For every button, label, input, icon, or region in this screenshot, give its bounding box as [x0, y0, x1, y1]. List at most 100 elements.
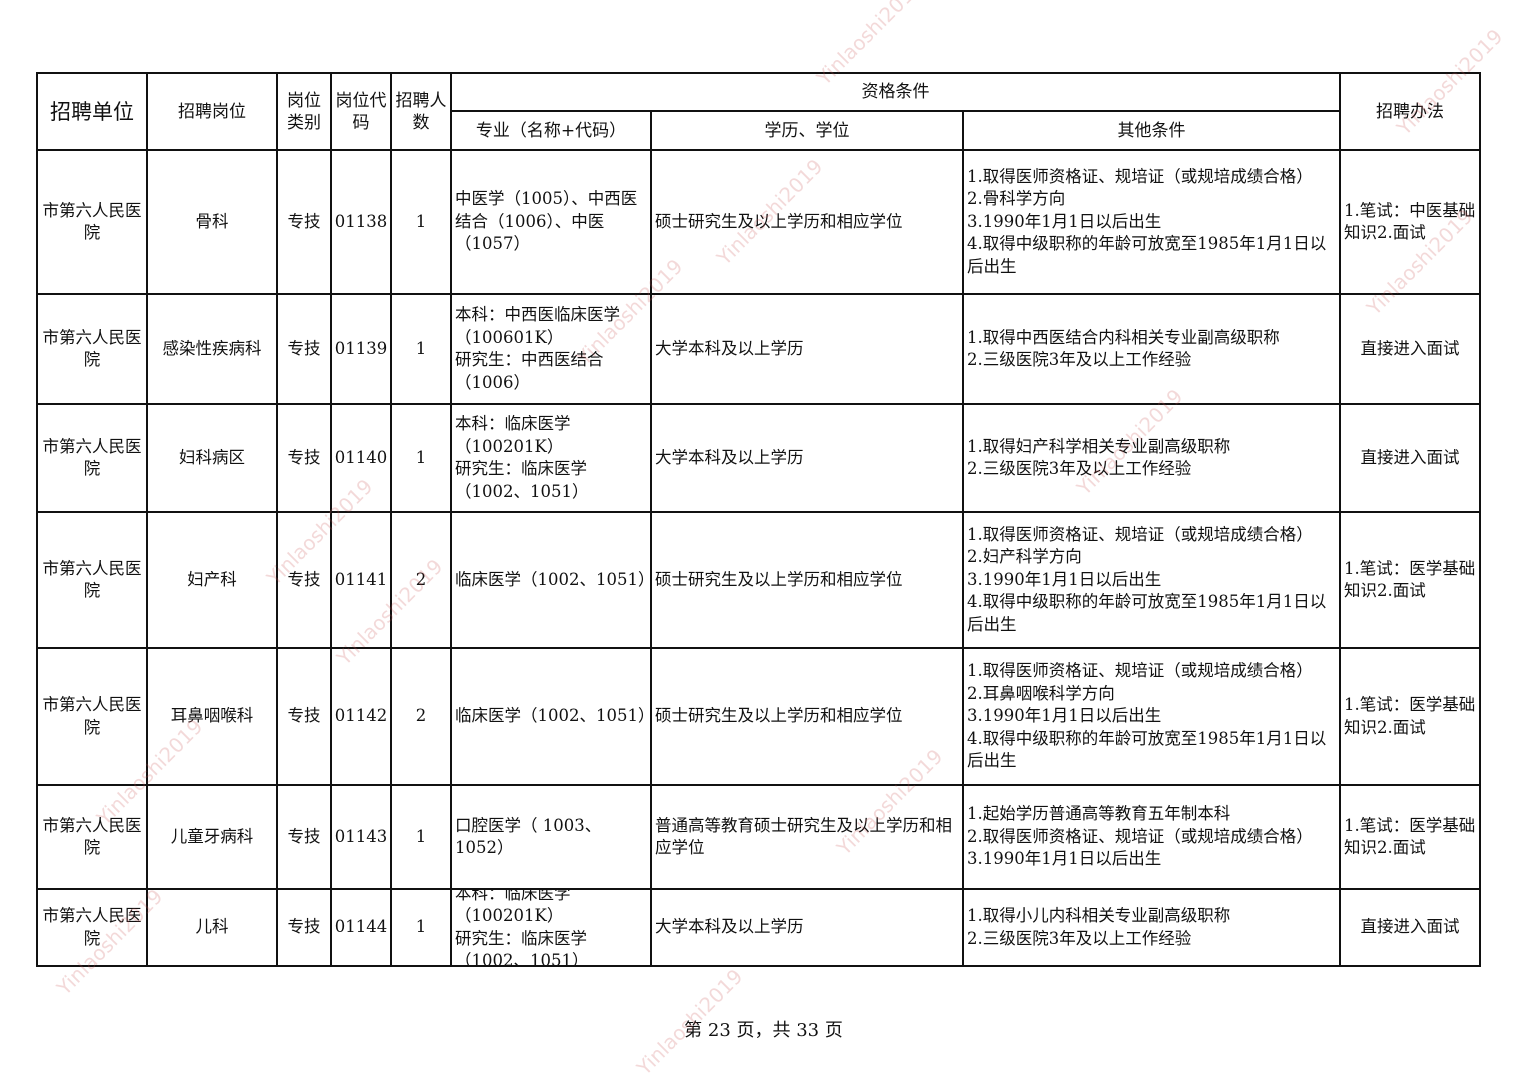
cell-content: 直接进入面试: [1360, 338, 1460, 358]
cell-box: 大学本科及以上学历: [655, 295, 959, 403]
cell-content: 1.取得妇产科学相关专业副高级职称 2.三级医院3年及以上工作经验: [967, 436, 1230, 481]
cell-line: 1.取得医师资格证、规培证（或规培成绩合格）: [967, 524, 1313, 544]
cell-box: 硕士研究生及以上学历和相应学位: [655, 151, 959, 293]
table-cell: 01141: [330, 511, 392, 649]
cell-line: 研究生：临床医学（1002、1051）: [455, 459, 589, 501]
header-cell: 招聘岗位: [146, 72, 278, 151]
cell-box: 1.起始学历普通高等教育五年制本科 2.取得医师资格证、规培证（或规培成绩合格） 3…: [967, 786, 1336, 888]
cell-box: 大学本科及以上学历: [655, 405, 959, 511]
cell-box: 市第六人民医院: [41, 295, 143, 403]
cell-box: 1.取得小儿内科相关专业副高级职称 2.三级医院3年及以上工作经验: [967, 890, 1336, 965]
cell-box: 01144: [335, 890, 387, 965]
table-row: 市第六人民医院 儿童牙病科 专技 01143 1 口腔医学（ 1003、1052） 普通高等…: [36, 784, 1482, 890]
cell-box: 妇科病区: [151, 405, 273, 511]
table-cell: 临床医学（1002、1051）: [450, 511, 652, 649]
cell-content: 妇产科: [187, 569, 237, 589]
table-cell: 1.取得小儿内科相关专业副高级职称 2.三级医院3年及以上工作经验: [961, 888, 1342, 967]
cell-box: 专技: [281, 151, 327, 293]
table-cell: 专技: [276, 784, 332, 890]
table-cell: 市第六人民医院: [36, 293, 148, 405]
header-cell: 其他条件: [961, 110, 1342, 151]
table-cell: 本科：临床医学（100201K） 研究生：临床医学（1002、1051）: [450, 403, 652, 513]
cell-box: 1.笔试：医学基础知识2.面试: [1344, 513, 1476, 647]
cell-content: 妇科病区: [179, 447, 245, 467]
cell-content: 大学本科及以上学历: [655, 338, 804, 358]
cell-content: 1.取得医师资格证、规培证（或规培成绩合格） 2.骨科学方向 3.1990年1月1日…: [967, 166, 1336, 279]
table-cell: 市第六人民医院: [36, 888, 148, 967]
table-cell: 1: [390, 403, 452, 513]
cell-box: 直接进入面试: [1344, 405, 1476, 511]
cell-content: 1.笔试：医学基础知识2.面试: [1344, 695, 1476, 737]
table-cell: 1.笔试：医学基础知识2.面试: [1339, 511, 1482, 649]
cell-box: 直接进入面试: [1344, 890, 1476, 965]
table-cell: 01143: [330, 784, 392, 890]
cell-content: 市第六人民医院: [42, 327, 142, 370]
cell-box: 市第六人民医院: [41, 649, 143, 784]
table-cell: 儿科: [146, 888, 278, 967]
table-cell: 专技: [276, 647, 332, 786]
cell-line: 1.取得小儿内科相关专业副高级职称: [967, 906, 1231, 925]
cell-content: 市第六人民医院: [42, 906, 142, 948]
cell-box: 儿童牙病科: [151, 786, 273, 888]
cell-box: 2: [395, 513, 447, 647]
cell-box: 1: [395, 786, 447, 888]
cell-box: 硕士研究生及以上学历和相应学位: [655, 649, 959, 784]
cell-content: 01138: [335, 211, 387, 231]
header-cell: 招聘办法: [1339, 72, 1482, 151]
table-cell: 大学本科及以上学历: [650, 403, 964, 513]
table-row: 市第六人民医院 妇科病区 专技 01140 1 本科：临床医学（100201K） 研究生：临…: [36, 403, 1482, 513]
table-cell: 本科：中西医临床医学（100601K） 研究生：中西医结合（1006）: [450, 293, 652, 405]
cell-box: 市第六人民医院: [41, 890, 143, 965]
cell-content: 普通高等教育硕士研究生及以上学历和相应学位: [655, 815, 952, 858]
cell-content: 本科：临床医学（100201K） 研究生：临床医学（1002、1051）: [455, 890, 647, 965]
cell-box: 2: [395, 649, 447, 784]
table-cell: 1.起始学历普通高等教育五年制本科 2.取得医师资格证、规培证（或规培成绩合格） 3…: [961, 784, 1342, 890]
cell-line: 3.1990年1月1日以后出生: [967, 211, 1162, 231]
cell-box: 大学本科及以上学历: [655, 890, 959, 965]
table-cell: 口腔医学（ 1003、1052）: [450, 784, 652, 890]
table-cell: 专技: [276, 403, 332, 513]
cell-content: 01142: [335, 706, 387, 726]
cell-box: 01141: [335, 513, 387, 647]
table-cell: 直接进入面试: [1339, 888, 1482, 967]
cell-box: 1.笔试：中医基础知识2.面试: [1344, 151, 1476, 293]
cell-content: 耳鼻咽喉科: [170, 706, 254, 726]
cell-box: 01139: [335, 295, 387, 403]
cell-line: 临床医学（1002、1051）: [455, 706, 647, 726]
cell-box: 1.笔试：医学基础知识2.面试: [1344, 786, 1476, 888]
table-cell: 大学本科及以上学历: [650, 888, 964, 967]
table-cell: 2: [390, 511, 452, 649]
cell-line: 2.骨科学方向: [967, 189, 1066, 209]
cell-box: 01138: [335, 151, 387, 293]
cell-box: 01140: [335, 405, 387, 511]
cell-box: 硕士研究生及以上学历和相应学位: [655, 513, 959, 647]
cell-line: 3.1990年1月1日以后出生: [967, 706, 1162, 726]
header-cell: 专业（名称+代码）: [450, 110, 652, 151]
table-cell: 1.笔试：医学基础知识2.面试: [1339, 784, 1482, 890]
cell-box: 本科：中西医临床医学（100601K） 研究生：中西医结合（1006）: [455, 295, 647, 403]
table-cell: 01142: [330, 647, 392, 786]
cell-content: 专技: [287, 917, 321, 937]
cell-line: 2.三级医院3年及以上工作经验: [967, 459, 1192, 478]
table-row: 市第六人民医院 骨科 专技 01138 1 中医学（1005）、中西医结合（1006）、中…: [36, 149, 1482, 295]
cell-box: 中医学（1005）、中西医结合（1006）、中医（1057）: [455, 151, 647, 293]
table-row: 市第六人民医院 妇产科 专技 01141 2 临床医学（1002、1051） 硕士研究生及以…: [36, 511, 1482, 649]
cell-line: 1.取得医师资格证、规培证（或规培成绩合格）: [967, 661, 1313, 681]
cell-line: 3.1990年1月1日以后出生: [967, 569, 1162, 589]
table-cell: 临床医学（1002、1051）: [450, 647, 652, 786]
cell-line: 4.取得中级职称的年龄可放宽至1985年1月1日以后出生: [967, 234, 1327, 276]
cell-content: 硕士研究生及以上学历和相应学位: [655, 706, 903, 726]
table-cell: 专技: [276, 149, 332, 295]
cell-box: 妇产科: [151, 513, 273, 647]
cell-content: 市第六人民医院: [42, 200, 142, 243]
cell-line: 2.三级医院3年及以上工作经验: [967, 928, 1192, 948]
cell-line: 1.起始学历普通高等教育五年制本科: [967, 804, 1231, 824]
cell-content: 1: [415, 211, 427, 231]
table-row: 市第六人民医院 儿科 专技 01144 1 本科：临床医学（100201K） 研究生：临床医…: [36, 888, 1482, 967]
cell-content: 大学本科及以上学历: [655, 447, 804, 467]
header-cell: 招聘单位: [36, 72, 148, 151]
table-cell: 硕士研究生及以上学历和相应学位: [650, 149, 964, 295]
cell-line: 3.1990年1月1日以后出生: [967, 849, 1162, 869]
cell-box: 口腔医学（ 1003、1052）: [455, 786, 647, 888]
cell-box: 本科：临床医学（100201K） 研究生：临床医学（1002、1051）: [455, 405, 647, 511]
